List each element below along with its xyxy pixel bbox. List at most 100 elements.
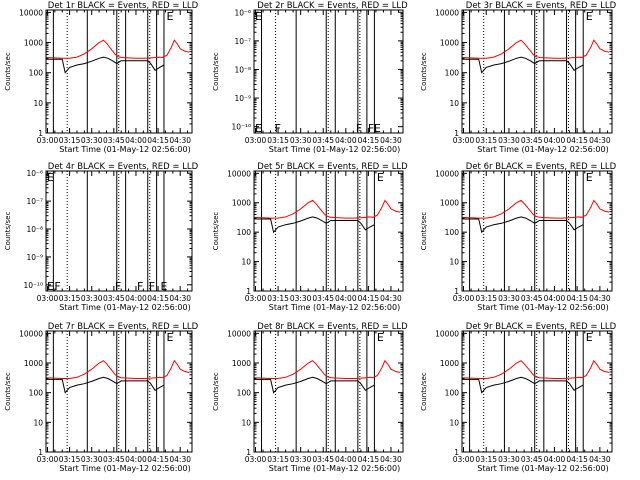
chart-title: Det 7r BLACK = Events, RED = LLD (48, 322, 199, 332)
flag-marker: E (586, 171, 593, 184)
x-tick-label: 03:30 (498, 136, 520, 145)
flag-marker: F (115, 280, 121, 293)
events-series-line (46, 376, 165, 394)
flag-marker: E (161, 280, 168, 293)
plot-frame (461, 170, 613, 292)
x-tick-label: 03:15 (475, 455, 497, 464)
x-axis-label: Start Time (01-May-12 02:56:00) (269, 303, 400, 312)
y-axis-label: Counts/sec (212, 52, 220, 91)
x-tick-label: 03:45 (103, 455, 125, 464)
x-tick-label: 04:00 (544, 455, 566, 464)
flag-marker: F (137, 280, 143, 293)
y-tick-label: 1000 (232, 199, 251, 208)
x-tick-label: 03:30 (81, 455, 103, 464)
x-axis-label: Start Time (01-May-12 02:56:00) (59, 464, 190, 473)
x-tick-label: 03:00 (37, 294, 59, 303)
lld-series-line (254, 199, 401, 219)
y-tick-label: 1 (454, 129, 459, 138)
x-tick-label: 04:00 (335, 294, 357, 303)
x-tick-label: 03:00 (245, 136, 267, 145)
y-tick-label: 1 (454, 448, 459, 457)
x-axis-label: Start Time (01-May-12 02:56:00) (477, 145, 608, 154)
flag-marker: F (368, 122, 374, 135)
plot-frame (253, 9, 404, 134)
x-tick-label: 04:15 (358, 294, 380, 303)
y-tick-label: 10 (449, 258, 459, 267)
y-tick-label: 10 (33, 418, 43, 427)
y-axis-label: Counts/sec (212, 372, 220, 411)
plot-frame (253, 330, 404, 453)
y-tick-label: 1000 (440, 359, 459, 368)
y-tick-label: 10⁻⁸ (234, 65, 251, 74)
x-tick-label: 03:30 (498, 294, 520, 303)
flag-marker: E (166, 331, 173, 344)
y-tick-label: 100 (237, 228, 252, 237)
x-tick-label: 03:45 (312, 455, 334, 464)
x-tick-label: 04:15 (358, 455, 380, 464)
flag-marker: E (377, 171, 384, 184)
y-tick-label: 1000 (440, 199, 459, 208)
x-tick-label: 03:00 (453, 136, 475, 145)
y-axis-label: Counts/sec (420, 52, 428, 91)
chart-title: Det 9r BLACK = Events, RED = LLD (466, 322, 617, 332)
y-tick-label: 10⁻¹⁰ (23, 281, 43, 290)
x-tick-label: 04:30 (589, 136, 611, 145)
x-tick-label: 03:45 (103, 294, 125, 303)
chart-title: Det 5r BLACK = Events, RED = LLD (257, 162, 408, 172)
x-tick-label: 04:00 (544, 294, 566, 303)
y-tick-label: 10⁻⁶ (26, 169, 43, 178)
x-tick-label: 03:00 (245, 455, 267, 464)
flag-marker: E (166, 10, 173, 23)
x-tick-label: 04:30 (589, 294, 611, 303)
y-tick-label: 10⁻¹⁰ (231, 123, 251, 132)
x-tick-label: 04:30 (589, 455, 611, 464)
lld-series-line (254, 359, 401, 379)
x-tick-label: 03:30 (498, 455, 520, 464)
y-tick-label: 10000 (435, 329, 459, 338)
events-series-line (462, 376, 584, 394)
y-tick-label: 10000 (435, 8, 459, 17)
flag-marker: E (586, 331, 593, 344)
chart-panel: Det 2r BLACK = Events, RED = LLDEEFFFE03… (212, 1, 408, 154)
y-tick-label: 10⁻⁷ (234, 37, 251, 46)
x-tick-label: 04:30 (380, 294, 402, 303)
x-tick-label: 03:15 (267, 294, 289, 303)
y-axis-label: Counts/sec (4, 372, 12, 411)
y-tick-label: 1000 (24, 39, 43, 48)
x-tick-label: 04:15 (566, 136, 588, 145)
y-tick-label: 10000 (435, 169, 459, 178)
events-series-line (462, 216, 584, 234)
plot-frame (45, 9, 193, 134)
y-tick-label: 10000 (19, 8, 43, 17)
x-tick-label: 04:15 (147, 455, 169, 464)
x-tick-label: 04:00 (544, 136, 566, 145)
y-tick-label: 10 (449, 99, 459, 108)
y-tick-label: 10⁻⁷ (26, 197, 43, 206)
y-tick-label: 10000 (227, 329, 251, 338)
x-tick-label: 03:15 (59, 455, 81, 464)
y-tick-label: 10000 (227, 169, 251, 178)
x-tick-label: 03:45 (521, 294, 543, 303)
x-tick-label: 04:15 (566, 455, 588, 464)
x-tick-label: 03:45 (312, 136, 334, 145)
plot-frame (253, 170, 404, 292)
flag-marker: E (374, 122, 381, 135)
y-tick-label: 100 (29, 69, 44, 78)
flag-marker: E (255, 10, 262, 23)
x-axis-label: Start Time (01-May-12 02:56:00) (269, 464, 400, 473)
events-series-line (254, 376, 375, 394)
x-tick-label: 04:00 (125, 294, 147, 303)
x-tick-label: 03:00 (453, 294, 475, 303)
x-tick-label: 03:30 (81, 294, 103, 303)
x-tick-label: 04:30 (169, 294, 191, 303)
chart-title: Det 4r BLACK = Events, RED = LLD (48, 162, 199, 172)
lld-series-line (46, 359, 190, 379)
y-axis-label: Counts/sec (212, 212, 220, 251)
events-series-line (462, 56, 584, 74)
